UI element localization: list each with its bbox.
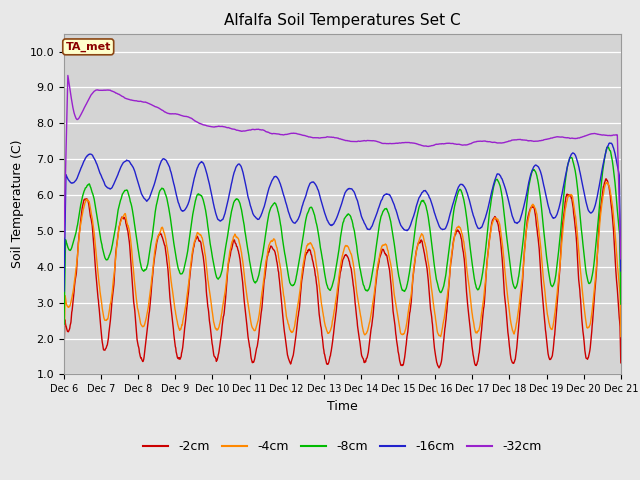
Text: TA_met: TA_met: [65, 42, 111, 52]
Y-axis label: Soil Temperature (C): Soil Temperature (C): [11, 140, 24, 268]
Title: Alfalfa Soil Temperatures Set C: Alfalfa Soil Temperatures Set C: [224, 13, 461, 28]
Legend: -2cm, -4cm, -8cm, -16cm, -32cm: -2cm, -4cm, -8cm, -16cm, -32cm: [138, 435, 547, 458]
X-axis label: Time: Time: [327, 400, 358, 413]
